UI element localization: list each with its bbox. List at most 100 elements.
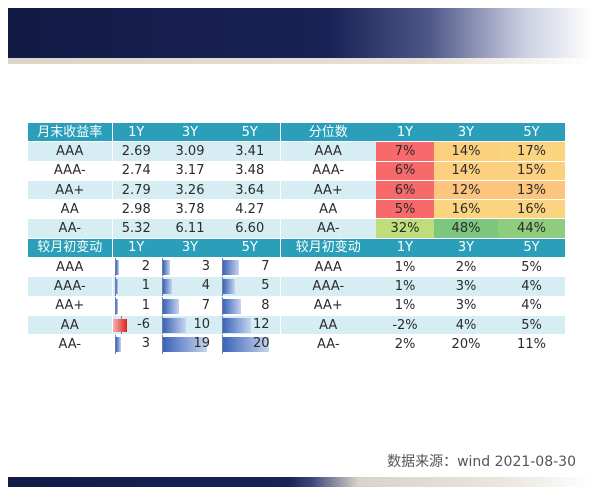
yield-1y-value: 5.32 <box>112 218 160 239</box>
positive-change-bar <box>115 279 118 295</box>
change-value-label: 7 <box>201 297 210 313</box>
change-1y-bar-cell: 2 <box>112 257 160 278</box>
percentile-1y-value: 6% <box>376 161 434 181</box>
change-1y-percent: 1% <box>376 276 434 297</box>
change-value-label: 1 <box>141 278 150 294</box>
header-cell: 1Y <box>112 123 160 143</box>
rating-label: AA- <box>28 218 113 239</box>
header-cell: 月末收益率 <box>28 123 113 143</box>
yield-1y-value: 2.98 <box>112 199 160 220</box>
percentile-1y-value: 5% <box>376 199 434 220</box>
change-5y-percent: 4% <box>498 276 565 297</box>
rating-label: AAA <box>280 141 376 162</box>
change-5y-bar-cell: 20 <box>220 334 281 355</box>
percentile-1y-value: 6% <box>376 180 434 201</box>
change-1y-bar-cell: -6 <box>112 315 160 336</box>
change-value-label: 3 <box>141 336 150 352</box>
positive-change-bar <box>223 337 269 353</box>
bar-axis <box>162 296 163 315</box>
change-3y-bar-cell: 7 <box>160 296 220 316</box>
bar-axis <box>162 277 163 296</box>
positive-change-bar <box>223 279 235 295</box>
change-3y-percent: 3% <box>434 276 498 297</box>
change-value-label: 7 <box>261 259 270 275</box>
percentile-3y-value: 14% <box>434 161 498 181</box>
change-5y-bar-cell: 8 <box>220 296 281 316</box>
bar-axis <box>162 258 163 276</box>
change-3y-percent: 3% <box>434 296 498 316</box>
rating-label: AA- <box>280 334 376 355</box>
rating-label: AAA- <box>280 276 376 297</box>
yield-row: AA+ 2.79 3.26 3.64 AA+ 6% 12% 13% <box>28 180 565 201</box>
change-5y-percent: 4% <box>498 296 565 316</box>
rating-label: AA+ <box>280 180 376 201</box>
percentile-1y-value: 32% <box>376 218 434 239</box>
change-1y-bar-cell: 1 <box>112 276 160 297</box>
percentile-5y-value: 15% <box>498 161 565 181</box>
header-cell: 5Y <box>220 238 281 259</box>
change-3y-bar-cell: 19 <box>160 334 220 355</box>
percentile-5y-value: 44% <box>498 218 565 239</box>
bar-axis <box>162 315 163 334</box>
change-value-label: 1 <box>141 297 150 313</box>
positive-change-bar <box>163 317 186 333</box>
header-cell: 3Y <box>160 123 220 143</box>
header-cell: 3Y <box>434 238 498 259</box>
bar-axis <box>114 296 116 315</box>
rating-label: AA+ <box>280 296 376 316</box>
change-1y-bar-cell: 1 <box>112 296 160 316</box>
bar-axis <box>114 277 116 296</box>
change-row: AA- 3 19 20 AA- 2% 20% 11% <box>28 334 565 355</box>
change-1y-percent: 2% <box>376 334 434 355</box>
percentile-3y-value: 16% <box>434 199 498 220</box>
change-value-label: 8 <box>261 297 270 313</box>
yield-row: AA 2.98 3.78 4.27 AA 5% 16% 16% <box>28 199 565 220</box>
positive-change-bar <box>115 337 121 353</box>
change-3y-bar-cell: 4 <box>160 276 220 297</box>
bar-axis <box>222 315 223 334</box>
yield-5y-value: 3.64 <box>220 180 281 201</box>
top-banner <box>8 8 592 58</box>
bar-axis <box>222 335 223 354</box>
header-cell: 5Y <box>220 123 281 143</box>
change-value-label: 19 <box>193 336 210 352</box>
change-1y-percent: -2% <box>376 315 434 336</box>
rating-label: AA <box>28 199 113 220</box>
change-3y-bar-cell: 3 <box>160 257 220 278</box>
rating-label: AA <box>280 315 376 336</box>
positive-change-bar <box>163 298 180 314</box>
yield-3y-value: 3.26 <box>160 180 220 201</box>
negative-change-bar <box>112 318 127 332</box>
data-source-note: 数据来源：wind 2021-08-30 <box>387 454 576 470</box>
change-value-label: 4 <box>201 278 210 294</box>
rating-label: AAA- <box>28 276 113 297</box>
rating-label: AA <box>280 199 376 220</box>
rating-label: AA+ <box>28 296 113 316</box>
positive-change-bar <box>115 298 118 314</box>
header-cell: 分位数 <box>280 123 376 143</box>
bar-axis <box>114 335 116 354</box>
change-5y-percent: 5% <box>498 257 565 278</box>
bar-axis <box>222 258 223 276</box>
yield-3y-value: 3.17 <box>160 161 220 181</box>
positive-change-bar <box>163 279 173 295</box>
percentile-1y-value: 7% <box>376 141 434 162</box>
change-5y-percent: 5% <box>498 315 565 336</box>
percentile-5y-value: 16% <box>498 199 565 220</box>
bottom-banner <box>8 477 592 487</box>
change-row: AA+ 1 7 8 AA+ 1% 3% 4% <box>28 296 565 316</box>
change-3y-percent: 4% <box>434 315 498 336</box>
positive-change-bar <box>163 337 207 353</box>
change-header-row: 较月初变动 1Y 3Y 5Y 较月初变动 1Y 3Y 5Y <box>28 238 565 259</box>
bond-yield-table: 月末收益率 1Y 3Y 5Y 分位数 1Y 3Y 5Y AAA 2.69 3.09 3.41 AAA 7%… <box>28 123 565 355</box>
header-cell: 5Y <box>498 238 565 259</box>
yield-5y-value: 3.41 <box>220 141 281 162</box>
rating-label: AAA- <box>280 161 376 181</box>
header-cell: 1Y <box>376 238 434 259</box>
yield-5y-value: 6.60 <box>220 218 281 239</box>
bar-axis <box>114 258 116 276</box>
header-cell: 较月初变动 <box>28 238 113 259</box>
bar-axis <box>222 296 223 315</box>
percentile-3y-value: 14% <box>434 141 498 162</box>
rating-label: AAA- <box>28 161 113 181</box>
